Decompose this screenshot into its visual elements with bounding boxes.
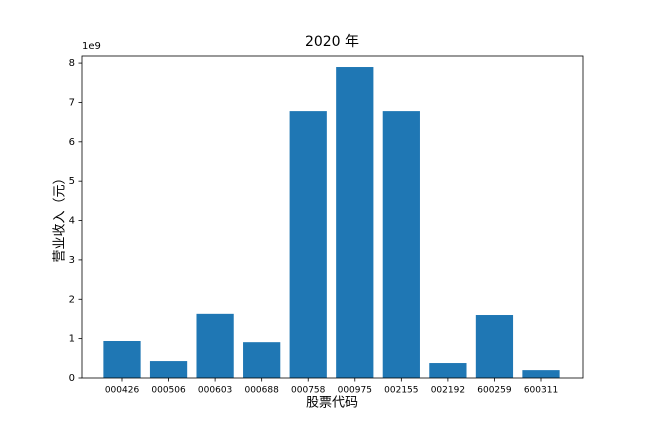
bar bbox=[522, 370, 560, 378]
y-tick-label: 1 bbox=[69, 334, 75, 345]
y-axis-label: 营业收入（元） bbox=[53, 171, 68, 262]
bar bbox=[243, 342, 281, 378]
x-tick-label: 002192 bbox=[431, 386, 465, 396]
y-tick-label: 5 bbox=[69, 176, 75, 187]
x-tick-label: 600259 bbox=[477, 386, 512, 396]
x-tick-label: 002155 bbox=[384, 386, 418, 396]
x-axis-label: 股票代码 bbox=[306, 396, 358, 411]
plot-frame bbox=[81, 55, 584, 379]
bar bbox=[289, 111, 327, 379]
x-tick-label: 000975 bbox=[338, 386, 372, 396]
y-tick-label: 6 bbox=[69, 137, 75, 148]
x-tick-label: 000688 bbox=[244, 386, 279, 396]
y-tick-label: 3 bbox=[69, 255, 75, 266]
x-tick-label: 000426 bbox=[105, 386, 140, 396]
bar bbox=[336, 67, 374, 378]
bar bbox=[429, 363, 467, 378]
chart-title: 2020 年 bbox=[305, 34, 359, 50]
bar bbox=[149, 361, 188, 378]
bar bbox=[103, 340, 141, 378]
y-tick-label: 7 bbox=[69, 97, 75, 108]
bar bbox=[475, 315, 514, 378]
x-tick-label: 000603 bbox=[198, 386, 232, 396]
y-tick-label: 2 bbox=[69, 294, 75, 305]
y-offset-label: 1e9 bbox=[82, 41, 101, 52]
x-tick-label: 000506 bbox=[151, 386, 186, 396]
y-tick-label: 0 bbox=[69, 373, 75, 384]
y-tick-label: 4 bbox=[69, 216, 75, 227]
x-tick-label: 000758 bbox=[291, 386, 326, 396]
y-tick-label: 8 bbox=[69, 58, 75, 69]
bar bbox=[196, 313, 234, 378]
bar bbox=[382, 111, 420, 379]
x-tick-label: 600311 bbox=[524, 386, 558, 396]
